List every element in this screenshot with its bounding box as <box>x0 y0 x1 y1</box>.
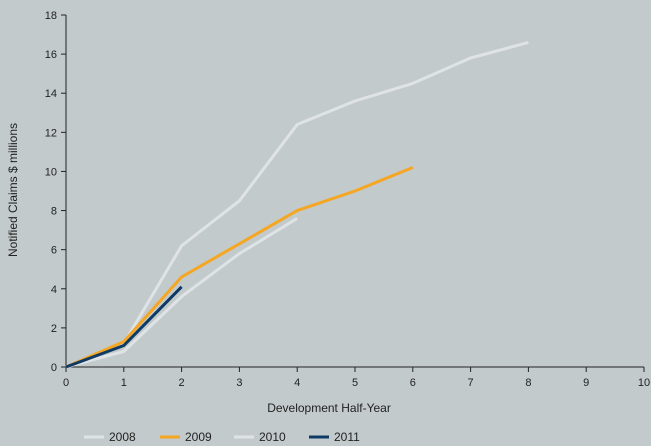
x-tick-label: 6 <box>410 377 416 389</box>
series-line-2008 <box>65 40 529 369</box>
series-line-2009 <box>65 166 414 369</box>
y-tick-label: 8 <box>51 206 57 218</box>
x-axis-label: Development Half-Year <box>267 401 391 415</box>
y-axis-label: Notified Claims $ millions <box>6 123 20 257</box>
x-axis-ticks: 0 1 2 3 4 5 6 7 8 9 10 <box>63 367 650 389</box>
y-tick-label: 16 <box>45 49 57 61</box>
x-tick-label: 8 <box>525 377 531 389</box>
series-line-2011 <box>65 285 183 369</box>
x-tick-label: 3 <box>236 377 242 389</box>
y-tick-label: 12 <box>45 127 57 139</box>
x-tick-label: 4 <box>294 377 300 389</box>
legend-label: 2011 <box>334 430 360 444</box>
legend-label: 2008 <box>109 430 136 444</box>
x-tick-label: 2 <box>179 377 185 389</box>
series-lines <box>65 40 529 369</box>
legend-label: 2010 <box>259 430 286 444</box>
legend-label: 2009 <box>185 430 212 444</box>
y-tick-label: 0 <box>51 362 57 374</box>
y-tick-label: 18 <box>45 10 57 22</box>
x-tick-label: 1 <box>121 377 127 389</box>
y-tick-label: 4 <box>51 284 57 296</box>
x-tick-label: 9 <box>583 377 589 389</box>
legend: 2008 2009 2010 2011 <box>84 430 360 444</box>
y-tick-label: 14 <box>45 88 57 100</box>
x-tick-label: 5 <box>352 377 358 389</box>
x-tick-label: 0 <box>63 377 69 389</box>
series-line-2010 <box>65 217 298 369</box>
y-tick-label: 6 <box>51 245 57 257</box>
y-axis-ticks: 0 2 4 6 8 10 12 14 16 18 <box>45 10 66 374</box>
x-tick-label: 7 <box>468 377 474 389</box>
y-tick-label: 2 <box>51 323 57 335</box>
y-tick-label: 10 <box>45 166 57 178</box>
x-tick-label: 10 <box>638 377 650 389</box>
